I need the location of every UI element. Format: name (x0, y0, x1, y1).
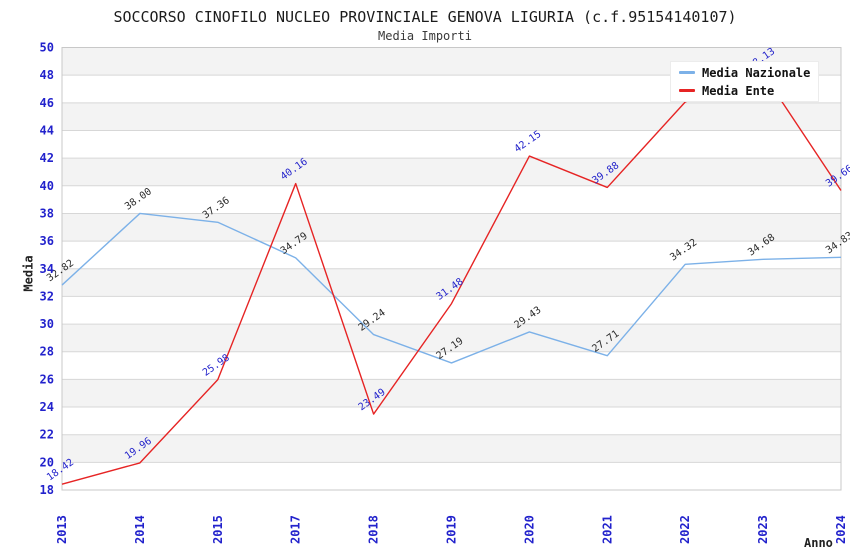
point-label: 25.98 (201, 352, 232, 378)
x-tick-label: 2013 (55, 515, 69, 544)
y-tick-label: 36 (40, 234, 54, 248)
series-line-media-nazionale (61, 212, 842, 364)
y-tick-label: 42 (40, 151, 54, 165)
x-tick-label: 2019 (445, 515, 459, 544)
y-tick-label: 34 (40, 262, 54, 276)
chart-subtitle: Media Importi (378, 29, 472, 43)
y-tick-label: 30 (40, 317, 54, 331)
x-tick-label: 2015 (211, 515, 225, 544)
plot-band (62, 434, 841, 463)
plot-band (62, 158, 841, 186)
plot-band (62, 268, 841, 297)
y-tick-label: 40 (40, 179, 54, 193)
legend-swatch (679, 89, 695, 92)
plot-band (62, 213, 841, 242)
point-label: 38.00 (123, 186, 154, 212)
x-tick-label: 2014 (133, 515, 147, 544)
y-tick-label: 20 (40, 455, 54, 469)
x-tick-label: 2020 (522, 515, 536, 544)
legend-label: Media Ente (702, 83, 775, 98)
legend-swatch (679, 71, 695, 74)
legend: Media Nazionale Media Ente (670, 61, 820, 102)
x-tick-label: 2022 (678, 515, 692, 544)
x-tick-label: 2024 (834, 515, 848, 544)
x-tick-label: 2023 (756, 515, 770, 544)
legend-label: Media Nazionale (702, 65, 811, 80)
x-tick-label: 2017 (289, 515, 303, 544)
y-tick-label: 28 (40, 345, 54, 359)
y-tick-label: 48 (40, 68, 54, 82)
y-tick-label: 22 (40, 428, 54, 442)
plot-band (62, 324, 841, 352)
point-label: 42.15 (512, 129, 543, 155)
y-axis-title: Media (21, 255, 36, 292)
chart-title: SOCCORSO CINOFILO NUCLEO PROVINCIALE GEN… (113, 8, 737, 26)
plot-band (62, 102, 841, 131)
plot-band (62, 379, 841, 408)
y-tick-label: 24 (40, 400, 54, 414)
y-tick-label: 18 (40, 483, 54, 497)
legend-item: Media Nazionale (679, 66, 810, 80)
plot-border (61, 47, 842, 491)
y-tick-label: 26 (40, 372, 54, 386)
x-axis-title: Anno (804, 536, 833, 550)
y-tick-label: 38 (40, 206, 54, 220)
y-tick-label: 44 (40, 123, 54, 137)
legend-item: Media Ente (679, 84, 810, 98)
y-tick-label: 46 (40, 96, 54, 110)
y-tick-label: 32 (40, 289, 54, 303)
x-tick-label: 2018 (367, 515, 381, 544)
y-tick-label: 50 (40, 41, 54, 55)
x-tick-label: 2021 (600, 515, 614, 544)
